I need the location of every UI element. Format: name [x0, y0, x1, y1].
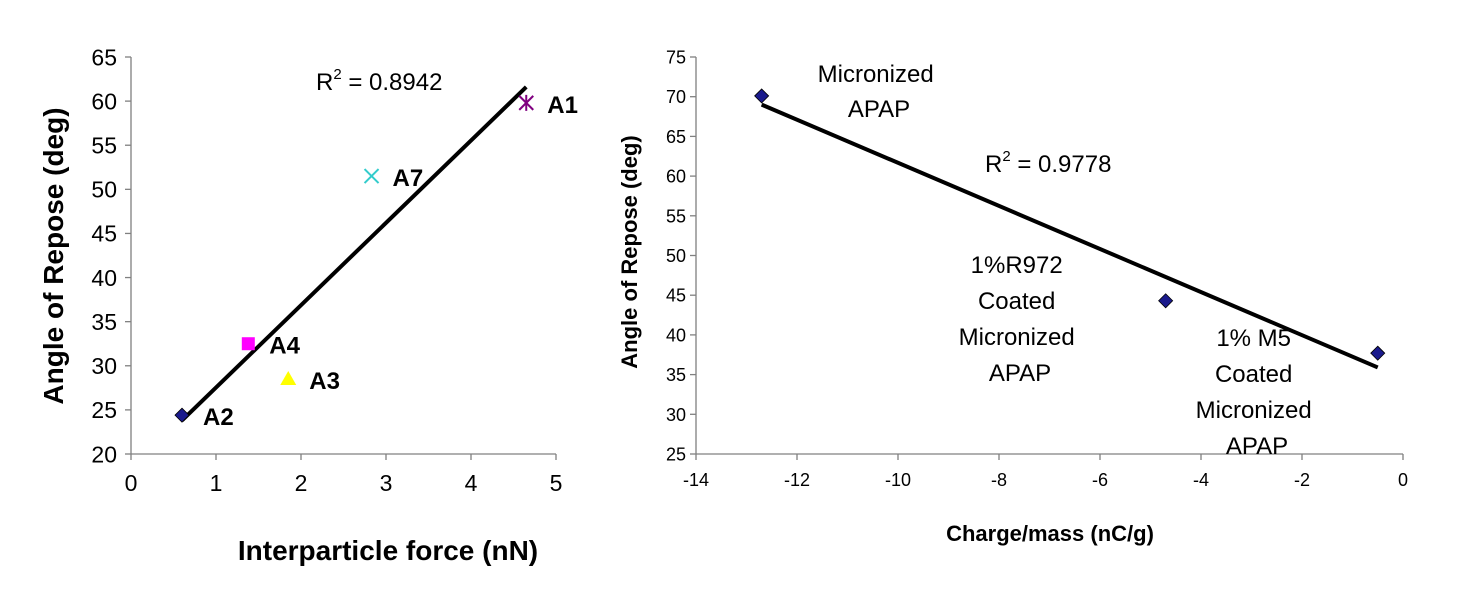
y-axis-label-left: Angle of Repose (deg) [38, 107, 69, 404]
y-tick-label: 60 [666, 167, 686, 187]
trendline [760, 102, 1379, 370]
y-tick-label: 30 [666, 405, 686, 425]
x-tick-label: -4 [1193, 470, 1209, 490]
plot-area-right [696, 57, 1403, 454]
x-tick-label: -14 [683, 470, 709, 490]
axes-left [125, 56, 557, 460]
x-tick-label: -10 [885, 470, 911, 490]
y-tick-label: 20 [91, 441, 117, 467]
data-point-a3 [280, 371, 297, 386]
point-label-a2: A2 [203, 404, 234, 431]
data-point-a7 [363, 168, 380, 184]
x-tick-label: 4 [465, 470, 478, 496]
r2-label-left: R2 = 0.8942 [316, 66, 442, 96]
y-tick-label: 55 [91, 133, 117, 159]
y-tick-label: 35 [91, 309, 117, 335]
annotation-micronized-apap: Micronized APAP [818, 61, 941, 123]
annotation-r972-coated: 1%R972 Coated Micronized APAP [959, 252, 1082, 387]
x-tick-label: 1 [210, 470, 223, 496]
r2-label-right: R2 = 0.9778 [985, 148, 1111, 178]
x-tick-label: 5 [550, 470, 563, 496]
marks-right [754, 88, 1386, 370]
y-tick-label: 55 [666, 206, 686, 226]
y-tick-label: 75 [666, 47, 686, 67]
data-point [1370, 345, 1386, 361]
y-tick-label: 65 [91, 44, 117, 70]
y-tick-label: 65 [666, 127, 686, 147]
marks-left: A2 A4 A3 A7 A1 [174, 85, 578, 431]
tick-labels-right: 25 30 35 40 45 50 55 60 65 70 75 -14 -12 -10 -8 -6 -4 -2 0 [666, 47, 1408, 490]
x-tick-label: -12 [784, 470, 810, 490]
y-tick-label: 25 [666, 444, 686, 464]
point-label-a7: A7 [393, 165, 424, 192]
point-label-a3: A3 [309, 368, 340, 395]
y-tick-label: 40 [666, 325, 686, 345]
plot-area-left [131, 57, 556, 454]
y-axis-label-right: Angle of Repose (deg) [617, 135, 642, 368]
chart-right: 25 30 35 40 45 50 55 60 65 70 75 -14 -12 -10 -8 -6 -4 -2 0… [617, 47, 1408, 546]
x-tick-label: 0 [125, 470, 138, 496]
point-label-a1: A1 [547, 92, 578, 119]
axes-right [690, 56, 1404, 460]
x-tick-label: 2 [295, 470, 308, 496]
y-tick-label: 50 [91, 177, 117, 203]
y-tick-label: 45 [666, 286, 686, 306]
data-point-a2 [174, 407, 190, 423]
annotation-m5-coated: 1% M5 Coated Micronized APAP [1196, 325, 1319, 460]
y-tick-label: 50 [666, 246, 686, 266]
trendline [180, 85, 528, 422]
y-tick-label: 30 [91, 353, 117, 379]
x-tick-label: -8 [991, 470, 1007, 490]
y-tick-label: 25 [91, 397, 117, 423]
y-tick-label: 35 [666, 365, 686, 385]
data-point-a4 [241, 337, 255, 351]
data-point-a1 [518, 94, 534, 111]
x-tick-label: 0 [1398, 470, 1408, 490]
y-tick-label: 40 [91, 265, 117, 291]
y-tick-label: 70 [666, 87, 686, 107]
x-tick-label: -2 [1294, 470, 1310, 490]
x-tick-label: 3 [380, 470, 393, 496]
x-axis-label-left: Interparticle force (nN) [238, 535, 538, 566]
data-point [1158, 293, 1174, 309]
y-tick-label: 60 [91, 88, 117, 114]
x-tick-label: -6 [1092, 470, 1108, 490]
x-axis-label-right: Charge/mass (nC/g) [946, 521, 1154, 546]
data-point [754, 88, 770, 104]
point-label-a4: A4 [269, 333, 300, 360]
y-tick-label: 45 [91, 221, 117, 247]
